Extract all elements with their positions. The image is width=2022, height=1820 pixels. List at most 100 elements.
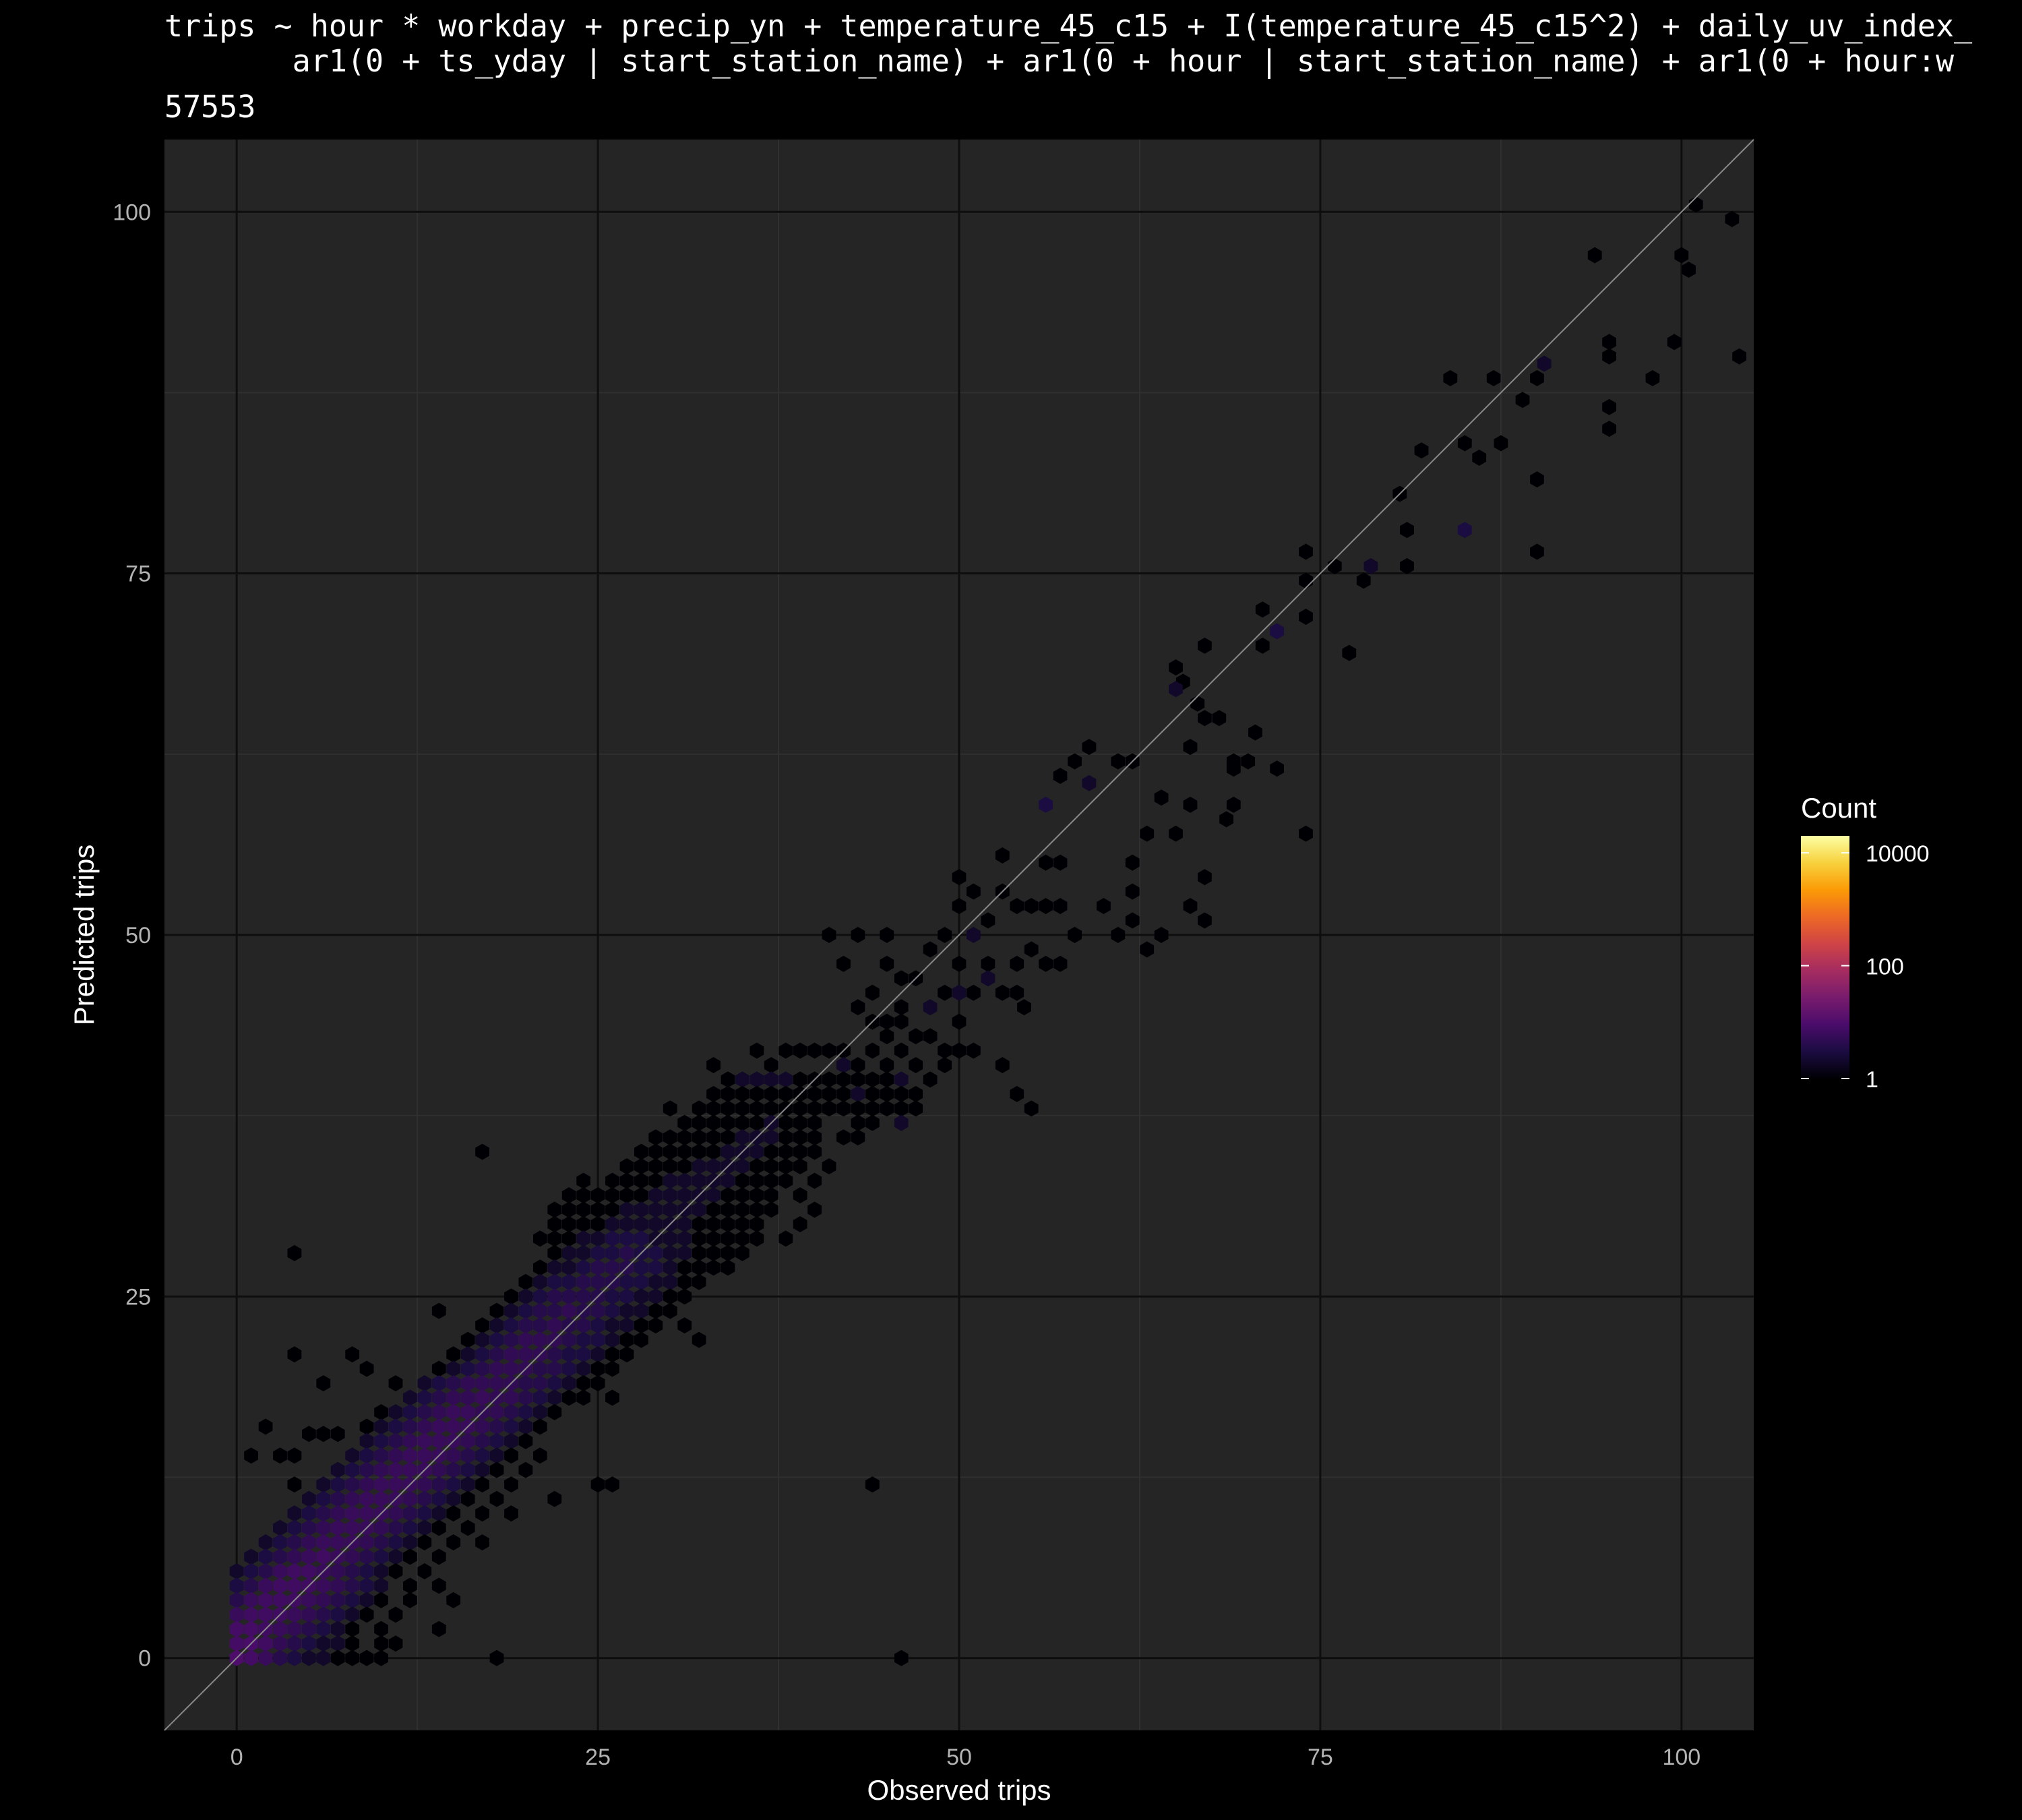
hex-bin (793, 1187, 807, 1204)
hex-bin (273, 1548, 287, 1565)
hex-bin (663, 1187, 677, 1204)
hex-bin (1400, 557, 1414, 574)
hex-bin (330, 1519, 345, 1536)
hex-bin (677, 1158, 692, 1175)
hex-bin (403, 1389, 417, 1406)
hex-bin (388, 1418, 403, 1435)
hex-bin (1140, 941, 1155, 958)
hex-bin (692, 1230, 706, 1247)
hex-bin (590, 1273, 605, 1290)
hex-bin (677, 1187, 692, 1204)
hex-bin (1602, 348, 1616, 365)
hex-bin (374, 1577, 388, 1594)
hex-bin (287, 1548, 302, 1565)
hex-bin (793, 1071, 807, 1088)
hex-bin (749, 1086, 764, 1102)
hex-bin (677, 1216, 692, 1233)
hex-bin (345, 1548, 360, 1565)
hex-bin (302, 1548, 316, 1565)
hex-bin (590, 1360, 605, 1377)
hex-bin (359, 1360, 374, 1377)
hex-bin (894, 1086, 909, 1102)
hex-bin (431, 1404, 446, 1420)
hex-bin (460, 1389, 475, 1406)
hex-bin (605, 1476, 619, 1493)
hex-bin (663, 1302, 677, 1319)
hex-bin (460, 1476, 475, 1493)
hex-bin (749, 1230, 764, 1247)
hex-bin (417, 1404, 432, 1420)
hex-bin (619, 1273, 634, 1290)
hex-bin (518, 1317, 533, 1334)
hex-bin (851, 1071, 865, 1088)
hex-bin (692, 1172, 706, 1189)
hex-bin (446, 1447, 461, 1464)
hex-bin (663, 1273, 677, 1290)
hex-bin (258, 1418, 273, 1435)
hex-bin (1039, 955, 1053, 972)
hex-bin (1198, 912, 1212, 929)
hex-bin (822, 1042, 836, 1059)
hex-bin (1212, 710, 1227, 727)
hex-bin (981, 912, 995, 929)
hex-bin (388, 1461, 403, 1478)
hex-bin (475, 1461, 489, 1478)
hex-bin (302, 1505, 316, 1522)
hex-bin (475, 1375, 489, 1392)
hex-bin (302, 1534, 316, 1551)
hex-bin (706, 1158, 721, 1175)
hex-bin (244, 1591, 258, 1608)
hex-bin (1515, 392, 1530, 408)
y-tick-label: 50 (125, 923, 151, 948)
hex-bin (619, 1230, 634, 1247)
hex-bin (619, 1302, 634, 1319)
hex-bin (590, 1245, 605, 1261)
hex-bin (605, 1360, 619, 1377)
hex-bin (518, 1346, 533, 1363)
hex-bin (1226, 796, 1241, 813)
legend-tick-label: 10000 (1866, 841, 1930, 867)
hex-bin (561, 1230, 576, 1247)
hex-bin (475, 1317, 489, 1334)
hex-bin (446, 1505, 461, 1522)
hex-bin (403, 1432, 417, 1449)
hex-bin (778, 1230, 793, 1247)
hex-bin (721, 1129, 735, 1146)
hex-bin (634, 1216, 648, 1233)
hex-bin (1356, 572, 1371, 589)
hex-bin (865, 1071, 880, 1088)
hex-bin (634, 1273, 648, 1290)
hex-bin (706, 1057, 721, 1074)
hex-bin (1053, 854, 1068, 871)
hex-bin (504, 1288, 518, 1305)
hex-bin (851, 1086, 865, 1102)
hex-bin (648, 1273, 663, 1290)
hex-bin (431, 1418, 446, 1435)
hex-bin (1010, 1086, 1024, 1102)
hex-bin (359, 1577, 374, 1594)
hex-bin (1674, 247, 1689, 264)
hex-bin (504, 1476, 518, 1493)
hex-bin (807, 1086, 822, 1102)
hex-bin (330, 1649, 345, 1666)
hex-bin (677, 1288, 692, 1305)
hex-bin (706, 1230, 721, 1247)
hex-bin (533, 1389, 547, 1406)
chart-title-line-1: trips ~ hour * workday + precip_yn + tem… (164, 8, 1973, 44)
hex-bin (229, 1591, 244, 1608)
hex-bin (345, 1447, 360, 1464)
hex-bin (576, 1216, 590, 1233)
hex-bin (489, 1302, 504, 1319)
hex-bin (1183, 739, 1198, 756)
hex-bin (851, 1100, 865, 1117)
hex-bin (880, 927, 894, 943)
hex-bin (533, 1447, 547, 1464)
hex-bin (938, 1057, 952, 1074)
hex-bin (345, 1490, 360, 1507)
hex-bin (721, 1216, 735, 1233)
hex-bin (244, 1606, 258, 1623)
hex-bin (836, 1086, 851, 1102)
hex-bin (287, 1620, 302, 1637)
hex-bin (894, 1114, 909, 1131)
hex-bin (706, 1100, 721, 1117)
